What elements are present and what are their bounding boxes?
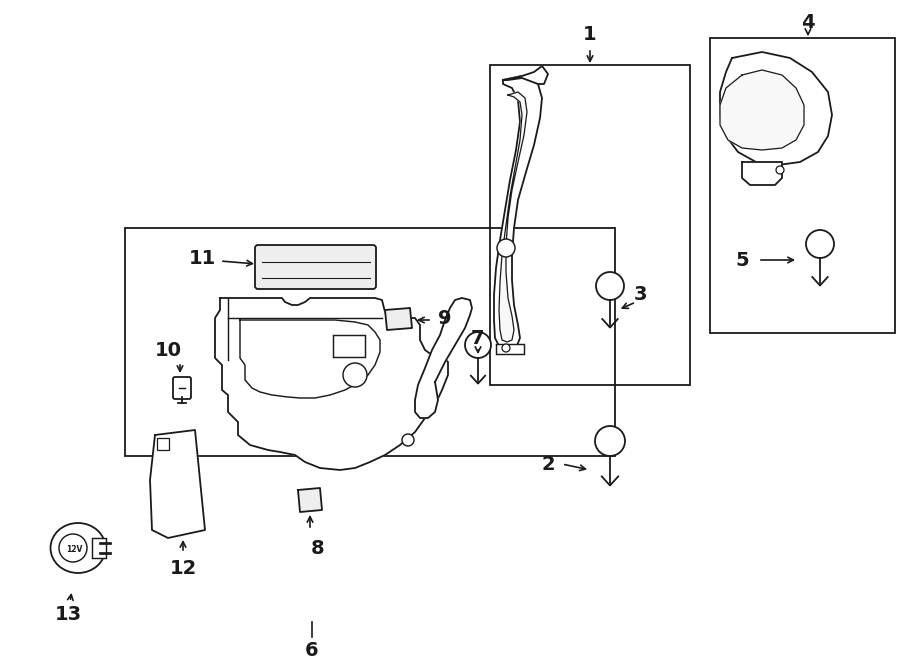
FancyBboxPatch shape	[255, 245, 376, 289]
Text: 1: 1	[583, 26, 597, 44]
Polygon shape	[298, 488, 322, 512]
Bar	[333, 335, 365, 357]
Circle shape	[343, 363, 367, 387]
Text: 7: 7	[472, 329, 485, 348]
Polygon shape	[415, 298, 472, 418]
Circle shape	[595, 426, 625, 456]
Polygon shape	[215, 298, 448, 470]
Polygon shape	[494, 76, 542, 352]
Circle shape	[502, 344, 510, 352]
Polygon shape	[503, 66, 548, 84]
Circle shape	[497, 239, 515, 257]
Circle shape	[596, 272, 624, 300]
Polygon shape	[150, 430, 205, 538]
Bar	[490, 65, 690, 385]
Ellipse shape	[59, 534, 87, 562]
Text: 6: 6	[305, 641, 319, 660]
Text: 10: 10	[155, 340, 182, 360]
Polygon shape	[720, 52, 832, 165]
Text: 12: 12	[169, 559, 196, 578]
Text: 3: 3	[634, 286, 647, 305]
Ellipse shape	[50, 523, 105, 573]
Text: 2: 2	[541, 455, 554, 473]
Bar	[710, 38, 895, 333]
Polygon shape	[742, 162, 782, 185]
Text: 5: 5	[735, 251, 749, 270]
Circle shape	[465, 332, 491, 358]
Circle shape	[402, 434, 414, 446]
Bar	[125, 228, 615, 456]
Text: 11: 11	[188, 249, 216, 268]
Text: 12V: 12V	[66, 545, 82, 553]
Text: 4: 4	[801, 13, 814, 32]
Text: 9: 9	[438, 309, 452, 327]
Polygon shape	[720, 70, 804, 150]
Polygon shape	[385, 308, 412, 330]
Text: 13: 13	[54, 605, 82, 623]
Circle shape	[806, 230, 834, 258]
Bar	[157, 438, 169, 450]
Polygon shape	[499, 92, 527, 342]
Circle shape	[776, 166, 784, 174]
Text: 8: 8	[311, 539, 325, 557]
Bar	[496, 344, 524, 354]
Bar	[92, 538, 106, 558]
Polygon shape	[240, 320, 380, 398]
FancyBboxPatch shape	[173, 377, 191, 399]
